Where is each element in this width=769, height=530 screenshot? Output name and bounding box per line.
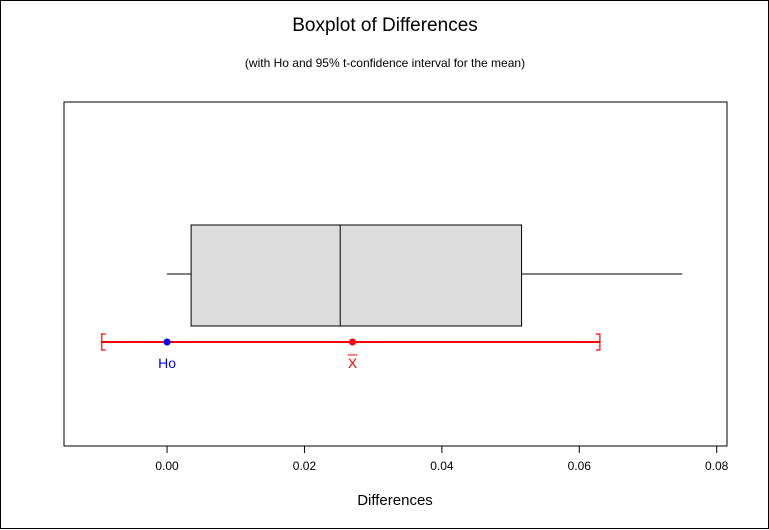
x-tick-label: 0.08 [705, 459, 729, 473]
interquartile-box [190, 224, 523, 327]
x-axis-label: Differences [357, 492, 433, 509]
x-tick-label: 0.04 [430, 459, 454, 473]
x-tick-label: 0.00 [155, 459, 179, 473]
ci-upper-bracket [595, 333, 601, 351]
chart-title: Boxplot of Differences [292, 15, 478, 36]
mean-label: X [348, 355, 358, 371]
hypothesis-point [163, 338, 171, 346]
ci-lower-bracket [101, 333, 106, 351]
hypothesis-label: Ho [158, 355, 176, 371]
x-tick-label: 0.06 [568, 459, 592, 473]
mean-point [349, 338, 357, 346]
x-tick-label: 0.02 [293, 459, 317, 473]
chart-subtitle: (with Ho and 95% t-confidence interval f… [245, 56, 525, 70]
